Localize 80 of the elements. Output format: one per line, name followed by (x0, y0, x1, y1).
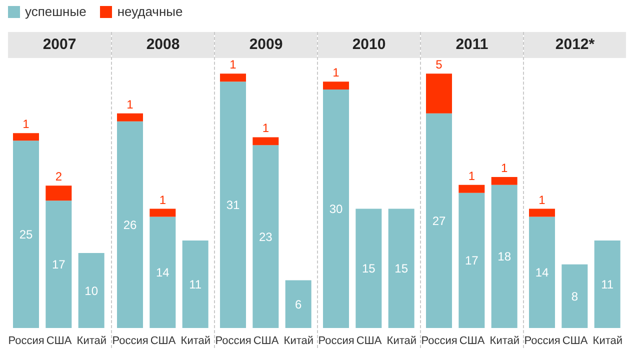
bar (426, 74, 452, 114)
bar (13, 133, 39, 141)
data-label: 30 (329, 202, 343, 216)
x-tick-label: Россия (524, 334, 560, 347)
x-tick-label: Россия (112, 334, 148, 347)
data-label: 5 (436, 58, 443, 72)
chart-title: 2009 (215, 32, 317, 58)
chart-title: 2008 (112, 32, 214, 58)
x-tick-label: Россия (8, 334, 44, 347)
x-tick-label: Китай (592, 334, 623, 347)
data-label: 31 (226, 198, 240, 212)
x-tick-label: Россия (215, 334, 252, 347)
bar (594, 240, 620, 328)
data-label: 17 (464, 254, 479, 268)
bar (529, 208, 555, 217)
data-label: 15 (362, 262, 376, 276)
data-label: 11 (601, 278, 614, 292)
data-label: 23 (258, 230, 273, 244)
bar (46, 200, 72, 328)
data-label: 1 (468, 168, 476, 183)
data-label: 1 (500, 160, 508, 175)
data-label: 14 (535, 266, 549, 280)
bar (150, 216, 176, 328)
bar (458, 184, 485, 193)
bar (220, 82, 246, 328)
bar (117, 121, 143, 328)
x-tick-label: Китай (76, 334, 107, 347)
data-label: 25 (19, 228, 33, 242)
bar (458, 192, 485, 328)
legend-label: неудачные (117, 4, 183, 19)
data-label: 1 (126, 97, 134, 112)
x-tick-label: США (562, 334, 588, 347)
legend-label: успешные (25, 4, 86, 19)
bar (529, 216, 555, 328)
data-label: 2 (55, 170, 62, 184)
x-tick-label: США (459, 334, 486, 347)
data-label: 1 (22, 117, 30, 132)
bar (150, 208, 176, 217)
bar (182, 240, 208, 328)
data-label: 6 (294, 297, 302, 312)
bar (285, 280, 312, 328)
bar (491, 176, 518, 185)
x-tick-label: Китай (386, 334, 417, 347)
chart-title: 2007 (8, 32, 111, 58)
bar (252, 145, 279, 328)
data-label: 1 (230, 58, 237, 72)
data-label: 1 (262, 121, 270, 136)
data-label: 27 (432, 214, 446, 228)
data-label: 18 (498, 250, 512, 264)
x-tick-label: США (46, 334, 72, 347)
data-label: 1 (332, 66, 340, 80)
data-label: 1 (159, 192, 166, 207)
data-label: 11 (189, 278, 202, 292)
bar (426, 113, 452, 328)
data-label: 26 (123, 218, 137, 232)
bar (13, 140, 39, 328)
bar (491, 184, 518, 328)
bar (78, 253, 104, 328)
bar (220, 74, 246, 82)
bar (252, 137, 279, 146)
data-label: 17 (52, 258, 66, 272)
bar (562, 264, 588, 328)
chart-title: 2010 (318, 32, 420, 58)
x-tick-label: Россия (421, 334, 458, 347)
x-tick-label: Китай (284, 334, 314, 347)
x-tick-label: Россия (318, 334, 354, 347)
x-tick-label: Китай (180, 334, 211, 347)
x-tick-label: США (253, 334, 280, 347)
chart-title: 2011 (421, 32, 523, 58)
chart-title: 2012* (524, 32, 626, 58)
bar (46, 186, 72, 201)
data-label: 8 (571, 289, 578, 304)
x-tick-label: США (150, 334, 176, 347)
bar (117, 113, 143, 122)
x-tick-label: США (356, 334, 382, 347)
data-label: 10 (84, 284, 98, 298)
data-label: 15 (394, 262, 408, 276)
data-label: 14 (156, 266, 170, 280)
data-label: 1 (538, 192, 546, 207)
x-tick-label: Китай (490, 334, 520, 347)
